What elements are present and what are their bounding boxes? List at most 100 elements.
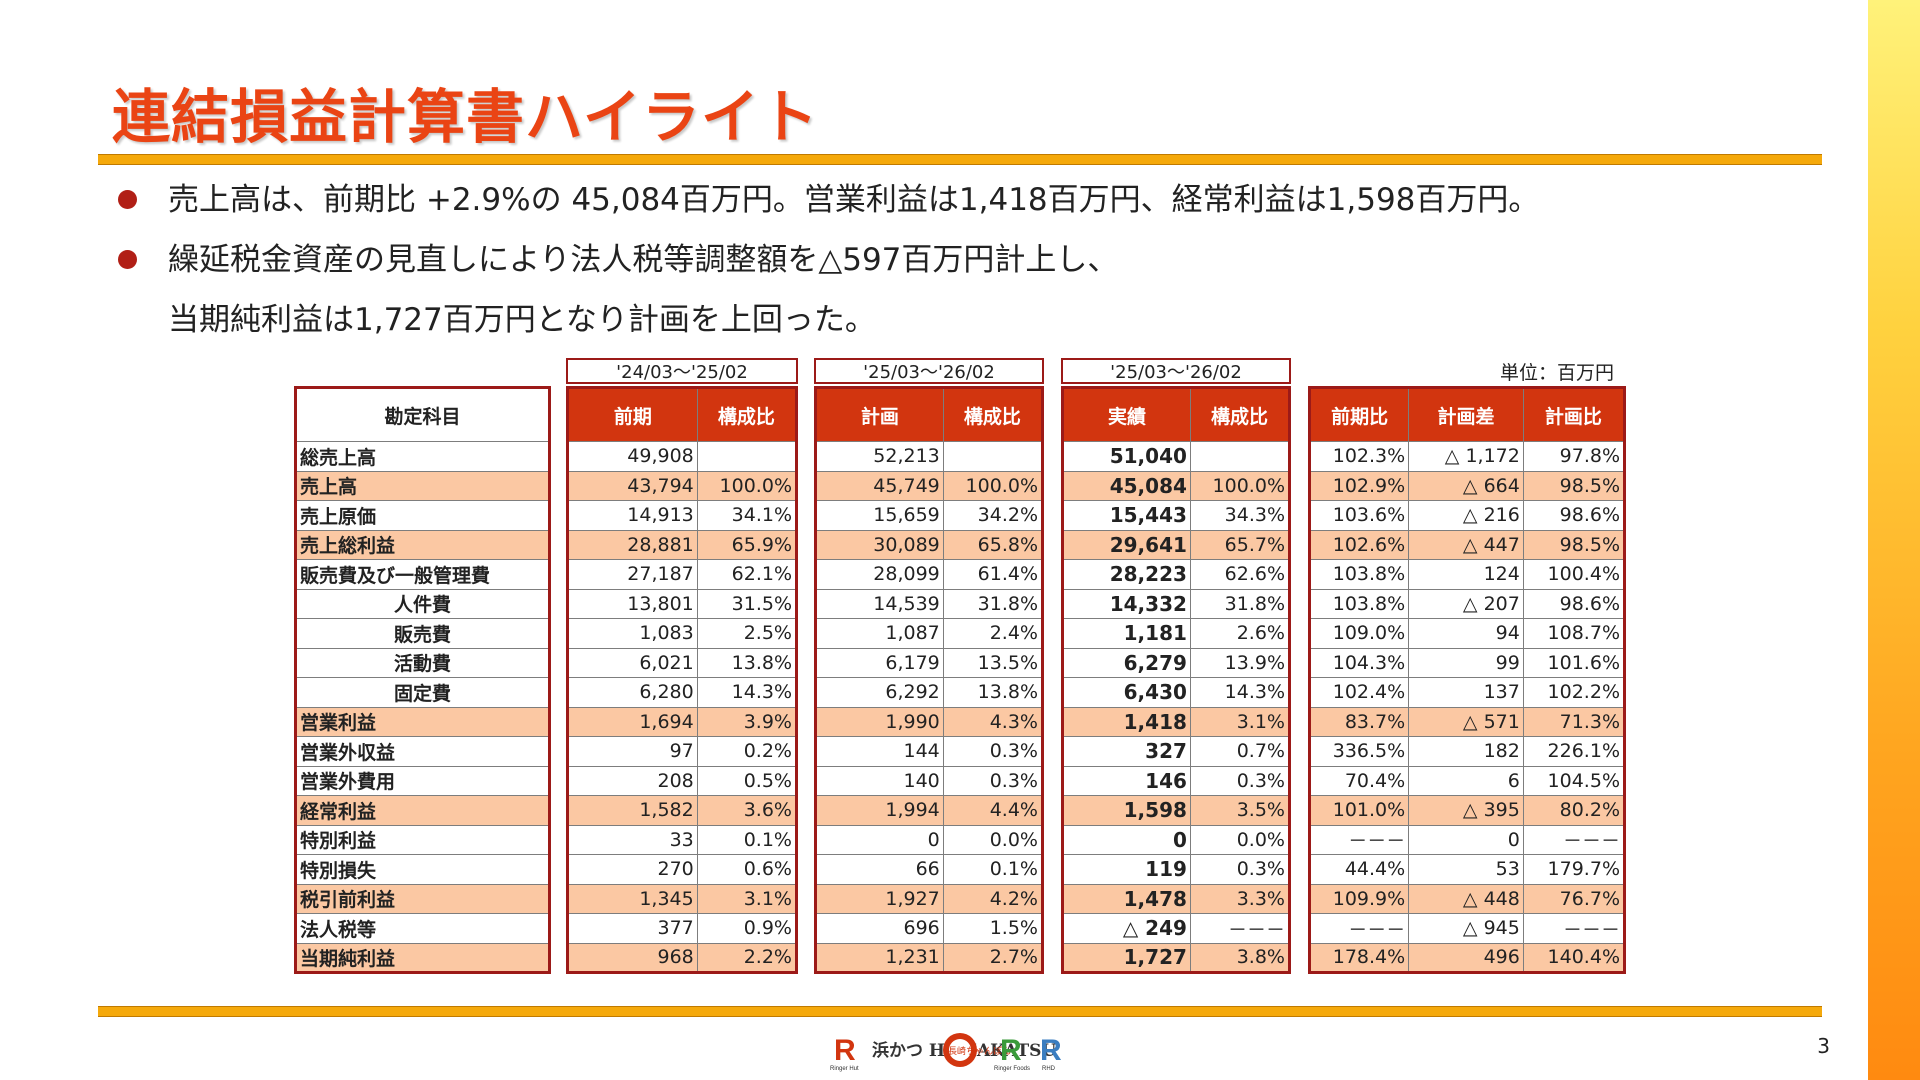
table-row: 104.3% 99 101.6% (1308, 647, 1626, 678)
header-plan-ratio: 構成比 (942, 387, 1044, 442)
prev-value: 33 (567, 824, 698, 855)
actual-ratio: 0.7% (1189, 736, 1291, 767)
table-row: 45,749 100.0% (815, 470, 1044, 501)
plan-ratio: 0.1% (942, 854, 1044, 885)
plan-value: 696 (815, 913, 944, 944)
prev-ratio: 0.9% (696, 913, 798, 944)
table-row: 45,084 100.0% (1062, 470, 1291, 501)
table-row: 51,040 (1062, 441, 1291, 472)
actual-ratio: 31.8% (1189, 588, 1291, 619)
title-divider (98, 154, 1822, 165)
company-logos: R Ringer Hut 浜かつ HAMAKATSU 長崎ちゃんぽん R Rin… (830, 1033, 1062, 1072)
table-row: 1,345 3.1% (567, 883, 798, 914)
row-label: 販売費 (295, 618, 550, 649)
yoy-value: 104.3% (1308, 647, 1410, 678)
table-row: 特別損失 (295, 854, 550, 885)
prev-ratio: 65.9% (696, 529, 798, 560)
plan-value: 0 (815, 824, 944, 855)
yoy-value: 103.8% (1308, 559, 1410, 590)
yoy-value: 102.6% (1308, 529, 1410, 560)
plan-ratio: 34.2% (942, 500, 1044, 531)
vs-plan-value: 98.6% (1522, 500, 1626, 531)
table-comparison: 前期比 計画差 計画比 102.3% △ 1,172 97.8% 102.9% △ 66… (1308, 386, 1626, 974)
table-row: 29,641 65.7% (1062, 529, 1291, 560)
actual-ratio: 0.0% (1189, 824, 1291, 855)
vs-plan-value: 226.1% (1522, 736, 1626, 767)
plan-diff-value: 99 (1408, 647, 1524, 678)
actual-value: 1,418 (1062, 706, 1191, 737)
plan-value: 1,231 (815, 942, 944, 973)
plan-diff-value: 53 (1408, 854, 1524, 885)
table-row: 売上高 (295, 470, 550, 501)
table-row: 総売上高 (295, 441, 550, 472)
vs-plan-value: －－－ (1522, 824, 1626, 855)
table-row: 当期純利益 (295, 942, 550, 973)
table-row: 販売費及び一般管理費 (295, 559, 550, 590)
plan-diff-value: △ 664 (1408, 470, 1524, 501)
plan-value: 15,659 (815, 500, 944, 531)
vs-plan-value: 98.6% (1522, 588, 1626, 619)
plan-ratio: 1.5% (942, 913, 1044, 944)
logo-text: Ringer Foods (994, 1066, 1030, 1072)
actual-ratio: 62.6% (1189, 559, 1291, 590)
prev-value: 208 (567, 765, 698, 796)
yoy-value: 336.5% (1308, 736, 1410, 767)
yoy-value: 178.4% (1308, 942, 1410, 973)
table-row: 売上総利益 (295, 529, 550, 560)
vs-plan-value: 104.5% (1522, 765, 1626, 796)
table-row: 活動費 (295, 647, 550, 678)
plan-ratio: 100.0% (942, 470, 1044, 501)
table-plan: 計画 構成比 52,213 45,749 100.0% 15,659 34.2% 30,0… (814, 386, 1044, 974)
header-plan-diff: 計画差 (1408, 387, 1524, 442)
row-label: 販売費及び一般管理費 (295, 559, 550, 590)
plan-ratio: 4.4% (942, 795, 1044, 826)
vs-plan-value: 179.7% (1522, 854, 1626, 885)
actual-value: △ 249 (1062, 913, 1191, 944)
prev-value: 270 (567, 854, 698, 885)
plan-ratio: 0.3% (942, 765, 1044, 796)
actual-value: 51,040 (1062, 441, 1191, 472)
table-row: 44.4% 53 179.7% (1308, 854, 1626, 885)
plan-value: 1,087 (815, 618, 944, 649)
plan-diff-value: △ 448 (1408, 883, 1524, 914)
table-row: 83.7% △ 571 71.3% (1308, 706, 1626, 737)
rhd-logo: R RHD (1040, 1034, 1062, 1072)
actual-value: 45,084 (1062, 470, 1191, 501)
row-label: 当期純利益 (295, 942, 550, 973)
prev-ratio: 0.1% (696, 824, 798, 855)
vs-plan-value: 108.7% (1522, 618, 1626, 649)
vs-plan-value: 71.3% (1522, 706, 1626, 737)
table-prev-year: 前期 構成比 49,908 43,794 100.0% 14,913 34.1% 28,8… (566, 386, 798, 974)
row-label: 売上原価 (295, 500, 550, 531)
yoy-value: 103.8% (1308, 588, 1410, 619)
prev-value: 13,801 (567, 588, 698, 619)
actual-value: 15,443 (1062, 500, 1191, 531)
table-row: 法人税等 (295, 913, 550, 944)
vs-plan-value: 80.2% (1522, 795, 1626, 826)
actual-ratio: 14.3% (1189, 677, 1291, 708)
prev-ratio: 0.5% (696, 765, 798, 796)
vs-plan-value: 98.5% (1522, 470, 1626, 501)
table-row: 特別利益 (295, 824, 550, 855)
actual-ratio: 3.8% (1189, 942, 1291, 973)
prev-ratio: 14.3% (696, 677, 798, 708)
table-row: 101.0% △ 395 80.2% (1308, 795, 1626, 826)
plan-ratio: 2.7% (942, 942, 1044, 973)
table-row: 696 1.5% (815, 913, 1044, 944)
table-row: 営業利益 (295, 706, 550, 737)
yoy-value: 109.9% (1308, 883, 1410, 914)
page-title: 連結損益計算書ハイライト (112, 83, 819, 151)
table-row: 14,332 31.8% (1062, 588, 1291, 619)
table-row: 1,994 4.4% (815, 795, 1044, 826)
prev-value: 28,881 (567, 529, 698, 560)
yoy-value: －－－ (1308, 824, 1410, 855)
prev-value: 6,280 (567, 677, 698, 708)
prev-value: 1,694 (567, 706, 698, 737)
prev-ratio (696, 441, 798, 472)
table-row: 102.3% △ 1,172 97.8% (1308, 441, 1626, 472)
table-row: 6,292 13.8% (815, 677, 1044, 708)
table-row: 66 0.1% (815, 854, 1044, 885)
table-row: 1,181 2.6% (1062, 618, 1291, 649)
svg-text:R: R (834, 1034, 856, 1067)
yoy-value: 103.6% (1308, 500, 1410, 531)
